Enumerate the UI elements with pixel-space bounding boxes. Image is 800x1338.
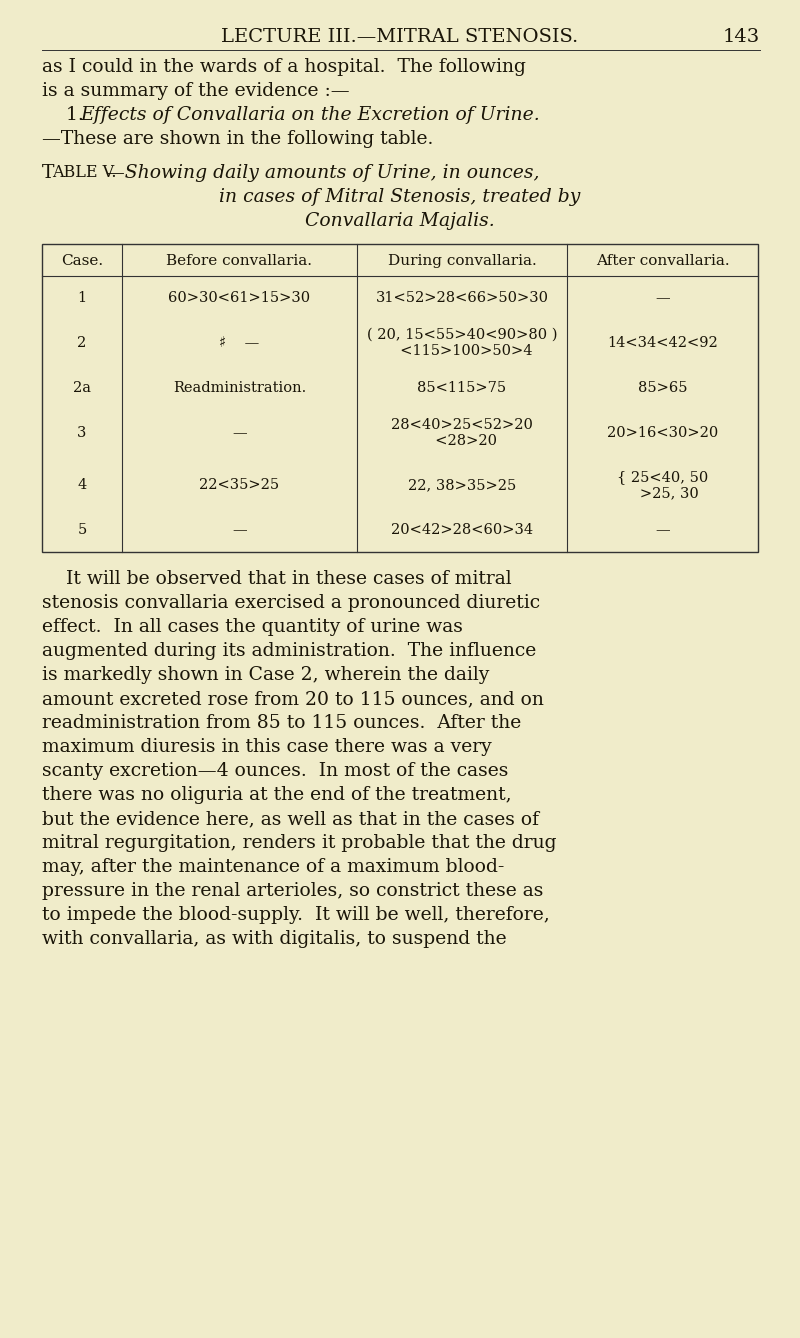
Text: —: — (655, 523, 670, 537)
Text: 31<52>28<66>50>30: 31<52>28<66>50>30 (375, 290, 549, 305)
Text: Before convallaria.: Before convallaria. (166, 254, 313, 268)
Text: there was no oliguria at the end of the treatment,: there was no oliguria at the end of the … (42, 785, 512, 804)
Text: is a summary of the evidence :—: is a summary of the evidence :— (42, 82, 350, 100)
Text: >25, 30: >25, 30 (626, 486, 699, 500)
Text: stenosis convallaria exercised a pronounced diuretic: stenosis convallaria exercised a pronoun… (42, 594, 540, 611)
Text: 3: 3 (78, 425, 86, 440)
Text: to impede the blood-supply.  It will be well, therefore,: to impede the blood-supply. It will be w… (42, 906, 550, 925)
Text: effect.  In all cases the quantity of urine was: effect. In all cases the quantity of uri… (42, 618, 463, 636)
Text: During convallaria.: During convallaria. (388, 254, 536, 268)
Text: pressure in the renal arterioles, so constrict these as: pressure in the renal arterioles, so con… (42, 882, 543, 900)
Text: 1: 1 (78, 290, 86, 305)
Text: readministration from 85 to 115 ounces.  After the: readministration from 85 to 115 ounces. … (42, 714, 522, 732)
Text: 85>65: 85>65 (638, 381, 687, 395)
Text: 143: 143 (722, 28, 760, 45)
Text: 20>16<30>20: 20>16<30>20 (607, 425, 718, 440)
Text: may, after the maintenance of a maximum blood-: may, after the maintenance of a maximum … (42, 858, 504, 876)
Text: Effects of Convallaria on the Excretion of Urine.: Effects of Convallaria on the Excretion … (80, 106, 540, 124)
Text: <28>20: <28>20 (426, 434, 498, 448)
Text: Readministration.: Readministration. (173, 381, 306, 395)
Text: 28<40>25<52>20: 28<40>25<52>20 (391, 417, 533, 432)
Text: —Showing daily amounts of Urine, in ounces,: —Showing daily amounts of Urine, in ounc… (106, 165, 539, 182)
Text: —: — (655, 290, 670, 305)
Text: Convallaria Majalis.: Convallaria Majalis. (305, 211, 495, 230)
Text: —These are shown in the following table.: —These are shown in the following table. (42, 130, 434, 149)
Text: It will be observed that in these cases of mitral: It will be observed that in these cases … (42, 570, 512, 587)
Text: ( 20, 15<55>40<90>80 ): ( 20, 15<55>40<90>80 ) (366, 328, 558, 343)
Text: LECTURE III.—MITRAL STENOSIS.: LECTURE III.—MITRAL STENOSIS. (222, 28, 578, 45)
Text: 85<115>75: 85<115>75 (418, 381, 506, 395)
Text: 5: 5 (78, 523, 86, 537)
Text: but the evidence here, as well as that in the cases of: but the evidence here, as well as that i… (42, 809, 539, 828)
Text: ABLE V.: ABLE V. (52, 165, 117, 181)
Text: ♯    —: ♯ — (219, 336, 260, 351)
Text: scanty excretion—4 ounces.  In most of the cases: scanty excretion—4 ounces. In most of th… (42, 763, 508, 780)
Text: 1.: 1. (42, 106, 90, 124)
Text: 60>30<61>15>30: 60>30<61>15>30 (169, 290, 310, 305)
Text: 20<42>28<60>34: 20<42>28<60>34 (391, 523, 533, 537)
Text: —: — (232, 523, 247, 537)
Text: 22<35>25: 22<35>25 (199, 478, 279, 492)
Text: Case.: Case. (61, 254, 103, 268)
Text: in cases of Mitral Stenosis, treated by: in cases of Mitral Stenosis, treated by (219, 189, 581, 206)
Text: 22, 38>35>25: 22, 38>35>25 (408, 478, 516, 492)
Text: <115>100>50>4: <115>100>50>4 (391, 344, 533, 359)
Text: { 25<40, 50: { 25<40, 50 (617, 470, 708, 484)
Text: maximum diuresis in this case there was a very: maximum diuresis in this case there was … (42, 739, 492, 756)
Text: augmented during its administration.  The influence: augmented during its administration. The… (42, 642, 536, 660)
Text: After convallaria.: After convallaria. (596, 254, 730, 268)
Text: T: T (42, 165, 54, 182)
Text: 4: 4 (78, 478, 86, 492)
Text: 2: 2 (78, 336, 86, 351)
Text: mitral regurgitation, renders it probable that the drug: mitral regurgitation, renders it probabl… (42, 834, 557, 852)
Text: with convallaria, as with digitalis, to suspend the: with convallaria, as with digitalis, to … (42, 930, 506, 949)
Text: is markedly shown in Case 2, wherein the daily: is markedly shown in Case 2, wherein the… (42, 666, 490, 684)
Text: 14<34<42<92: 14<34<42<92 (607, 336, 718, 351)
Text: 2a: 2a (73, 381, 91, 395)
Text: —: — (232, 425, 247, 440)
Text: as I could in the wards of a hospital.  The following: as I could in the wards of a hospital. T… (42, 58, 526, 76)
Bar (42, 244, 758, 553)
Text: amount excreted rose from 20 to 115 ounces, and on: amount excreted rose from 20 to 115 ounc… (42, 690, 544, 708)
